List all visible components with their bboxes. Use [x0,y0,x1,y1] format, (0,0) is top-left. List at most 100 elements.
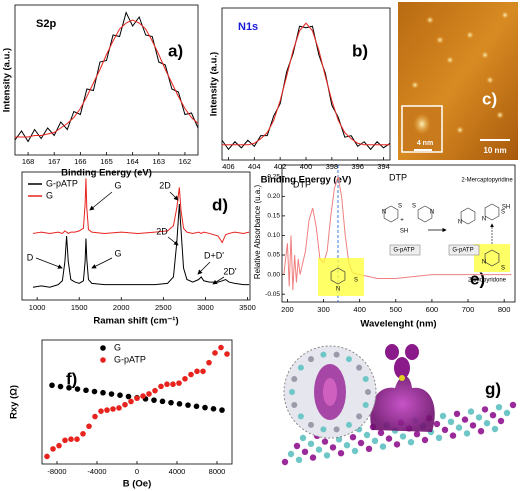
atom [379,443,387,450]
x-tick-label: 402 [274,162,287,171]
annotation: 2D [156,226,168,236]
atom [287,450,295,458]
atom [356,364,363,371]
point [200,368,206,375]
annotation: N [482,217,486,223]
point [108,391,115,397]
legend-swatch [100,345,106,351]
atom [346,421,352,428]
afm-spot [426,16,434,24]
point [193,403,200,410]
x-tick-label: -8000 [47,467,66,476]
atom [489,412,497,419]
atom [320,351,327,358]
point [210,405,217,412]
atom [333,426,340,433]
atom [291,401,298,408]
molecule-ring [417,205,433,223]
point [100,389,106,396]
panel-label: d) [212,195,228,214]
afm-image: 4 nm 10 nm c) [398,2,518,160]
point [50,446,56,452]
atom [297,413,304,420]
arrow [212,276,225,285]
atom [365,389,371,395]
scale-label: 10 nm [483,146,506,155]
atom [393,441,401,448]
atom [307,440,315,447]
point [212,350,218,356]
panel-label: f) [66,369,77,388]
atom [362,401,369,408]
annotation: + [400,218,404,224]
plot-frame [21,171,251,301]
inset-scale-label: 4 nm [417,140,433,147]
annotation: G-pATP [393,248,414,254]
x-tick-label: 164 [126,157,139,166]
atom [371,437,379,444]
point [218,344,224,351]
atom [363,431,371,439]
panel-label: b) [352,41,368,60]
point [152,387,158,394]
chart-title: S2p [36,18,56,30]
atom [291,376,298,383]
point [110,406,116,412]
x-tick-label: -4000 [87,467,106,476]
y-tick-label: 0.10 [267,232,280,239]
point [91,388,98,395]
point [86,423,92,430]
panel-label: g) [485,379,501,398]
atom [455,424,463,431]
x-tick-label: 398 [326,162,339,171]
annotation: S [501,210,505,216]
point [49,382,55,389]
atom [385,435,393,442]
point [122,401,128,408]
atom [433,420,441,428]
atom [399,433,407,440]
point [44,453,50,460]
y-axis-label: Intensity (a.u.) [209,52,220,116]
atom [351,447,359,455]
x-axis-label: Binding Energy (eV) [61,168,152,179]
molecule-ring [460,207,476,225]
annotation: G-pATP [452,248,473,254]
point [176,380,182,386]
atom [289,389,295,395]
series-line [14,11,199,143]
atom [447,418,455,425]
x-axis-label: Raman shift (cm⁻¹) [93,316,178,327]
point [116,405,122,411]
y-tick-label: 0.00 [267,271,280,278]
atom [439,412,447,420]
x-tick-label: 3500 [239,303,256,312]
x-tick-label: 1000 [29,303,46,312]
x-axis-label: Binding Energy (eV) [261,175,352,186]
point [83,387,89,394]
afm-spot [501,11,509,19]
y-tick-label: 0.20 [267,193,280,200]
atom [441,426,449,433]
atom [297,364,304,371]
atom [377,429,385,436]
point [92,413,98,420]
y-axis-label: Rxy (Ω) [9,385,20,419]
arrow [167,236,179,246]
point [182,376,188,382]
point [202,404,208,411]
atom [301,448,309,455]
point [176,401,183,407]
atom [503,409,511,417]
molecule-ring [484,249,500,267]
y-tick-label: 0.25 [267,173,280,180]
x-tick-label: 168 [22,157,35,166]
arrow [91,257,113,269]
annotation: S [412,204,416,210]
annotation: N [482,260,486,266]
atom [346,356,352,363]
atom [365,445,373,452]
legend-label: G-pATP [114,354,146,364]
arrow [35,257,63,269]
